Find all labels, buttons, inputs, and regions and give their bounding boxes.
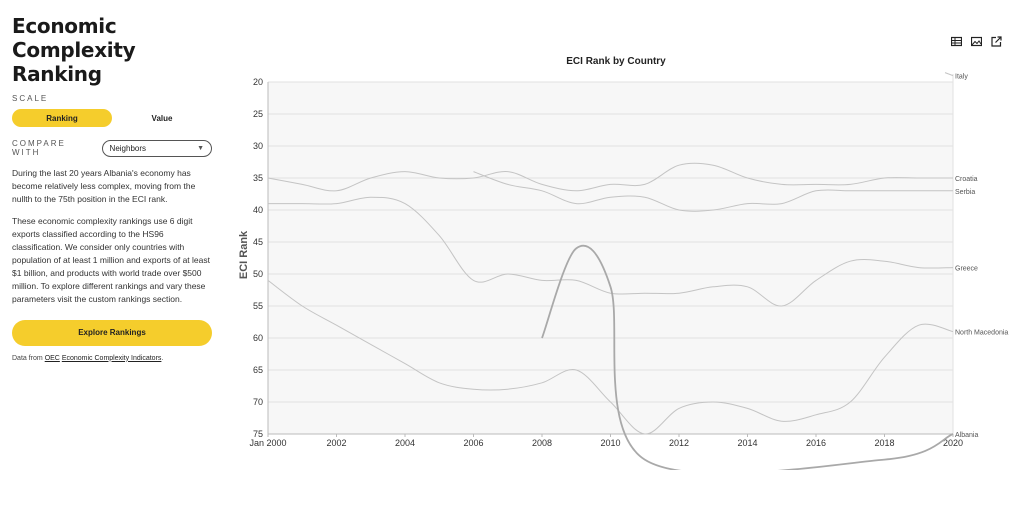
series-label-croatia: Croatia xyxy=(955,176,978,183)
data-source: Data from OEC Economic Complexity Indica… xyxy=(12,355,212,362)
x-tick-label: 2006 xyxy=(463,438,483,448)
y-tick-label: 20 xyxy=(253,77,263,87)
sidebar: Economic Complexity Ranking SCALE Rankin… xyxy=(12,14,212,362)
x-tick-label: 2008 xyxy=(532,438,552,448)
y-tick-label: 55 xyxy=(253,301,263,311)
y-tick-label: 30 xyxy=(253,141,263,151)
oec-link[interactable]: OEC xyxy=(44,354,60,362)
series-line-italy xyxy=(944,72,954,77)
chevron-down-icon: ▼ xyxy=(197,144,204,152)
series-label-serbia: Serbia xyxy=(955,189,975,196)
y-tick-label: 70 xyxy=(253,397,263,407)
series-label-italy: Italy xyxy=(955,74,968,81)
compare-select-value: Neighbors xyxy=(109,143,147,153)
series-line-north-macedonia xyxy=(267,279,954,435)
y-tick-label: 35 xyxy=(253,173,263,183)
ranking-toggle-button[interactable]: Ranking xyxy=(12,109,112,127)
x-tick-label: 2018 xyxy=(874,438,894,448)
source-prefix: Data from xyxy=(12,354,45,362)
scale-label: SCALE xyxy=(12,94,49,103)
chart-toolbar xyxy=(951,36,1002,47)
compare-label: COMPARE WITH xyxy=(12,139,66,157)
x-tick-label: 2016 xyxy=(806,438,826,448)
series-line-albania xyxy=(541,244,954,470)
x-tick-label: 2014 xyxy=(737,438,757,448)
chart-title: ECI Rank by Country xyxy=(566,56,666,67)
x-tick-label: 2012 xyxy=(669,438,689,448)
x-tick-label: 2010 xyxy=(600,438,620,448)
x-tick-label: 2004 xyxy=(395,438,415,448)
x-tick-label: 2002 xyxy=(326,438,346,448)
series-line-croatia xyxy=(267,162,953,192)
y-tick-label: 65 xyxy=(253,365,263,375)
table-icon[interactable] xyxy=(951,36,962,47)
image-icon[interactable] xyxy=(971,36,982,47)
page-title: Economic Complexity Ranking xyxy=(12,14,136,86)
scale-toggle: Ranking Value xyxy=(12,109,212,127)
y-tick-label: 75 xyxy=(253,429,263,439)
value-toggle-button[interactable]: Value xyxy=(151,113,173,123)
series-line-serbia xyxy=(473,171,953,212)
y-tick-label: 25 xyxy=(253,109,263,119)
eci-link[interactable]: Economic Complexity Indicators xyxy=(61,354,162,362)
y-axis-label: ECI Rank xyxy=(238,230,250,279)
series-label-albania: Albania xyxy=(955,432,978,439)
y-tick-label: 60 xyxy=(253,333,263,343)
source-suffix: . xyxy=(161,354,164,362)
series-line-greece xyxy=(268,196,954,307)
series-label-greece: Greece xyxy=(955,266,978,273)
x-tick-label: 2020 xyxy=(943,438,963,448)
eci-rank-chart: ECI Rank by Country ECI Rank 20 25 30 35 40 4… xyxy=(238,56,1008,470)
y-tick-label: 40 xyxy=(253,205,263,215)
series-label-north-macedonia: North Macedonia xyxy=(955,330,1008,337)
y-tick-label: 45 xyxy=(253,237,263,247)
methodology-paragraph: These economic complexity rankings use 6… xyxy=(12,215,210,304)
compare-row: COMPARE WITH Neighbors ▼ xyxy=(12,139,212,157)
share-icon[interactable] xyxy=(991,36,1002,47)
x-tick-label: Jan 2000 xyxy=(249,438,286,448)
compare-select[interactable]: Neighbors ▼ xyxy=(101,139,212,157)
plot-background xyxy=(268,82,953,434)
summary-paragraph: During the last 20 years Albania's econo… xyxy=(12,168,196,204)
y-tick-label: 50 xyxy=(253,269,263,279)
explore-rankings-button[interactable]: Explore Rankings xyxy=(12,319,212,346)
